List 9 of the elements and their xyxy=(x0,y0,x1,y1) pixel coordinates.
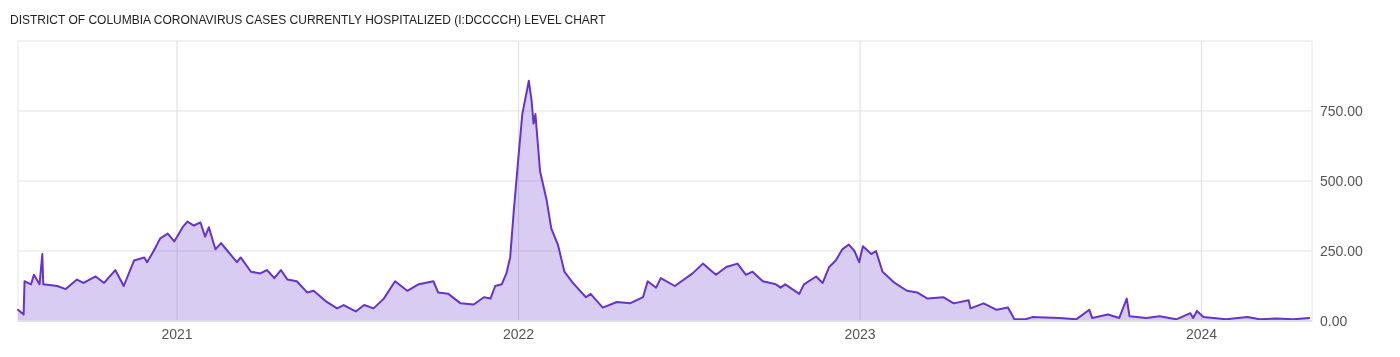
x-tick-label: 2022 xyxy=(502,326,535,342)
chart-title: DISTRICT OF COLUMBIA CORONAVIRUS CASES CURRENTLY HOSPITALIZED (I:DCCCCH) LEVEL CHART xyxy=(10,13,607,27)
y-tick-label: 500.00 xyxy=(1320,172,1364,189)
y-tick-label: 750.00 xyxy=(1320,102,1364,119)
y-tick-label: 0.00 xyxy=(1320,312,1348,329)
x-tick-label: 2024 xyxy=(1186,326,1218,342)
x-tick-label: 2023 xyxy=(844,326,876,342)
y-tick-label: 250.00 xyxy=(1320,242,1364,259)
x-tick-label: 2021 xyxy=(161,326,193,342)
